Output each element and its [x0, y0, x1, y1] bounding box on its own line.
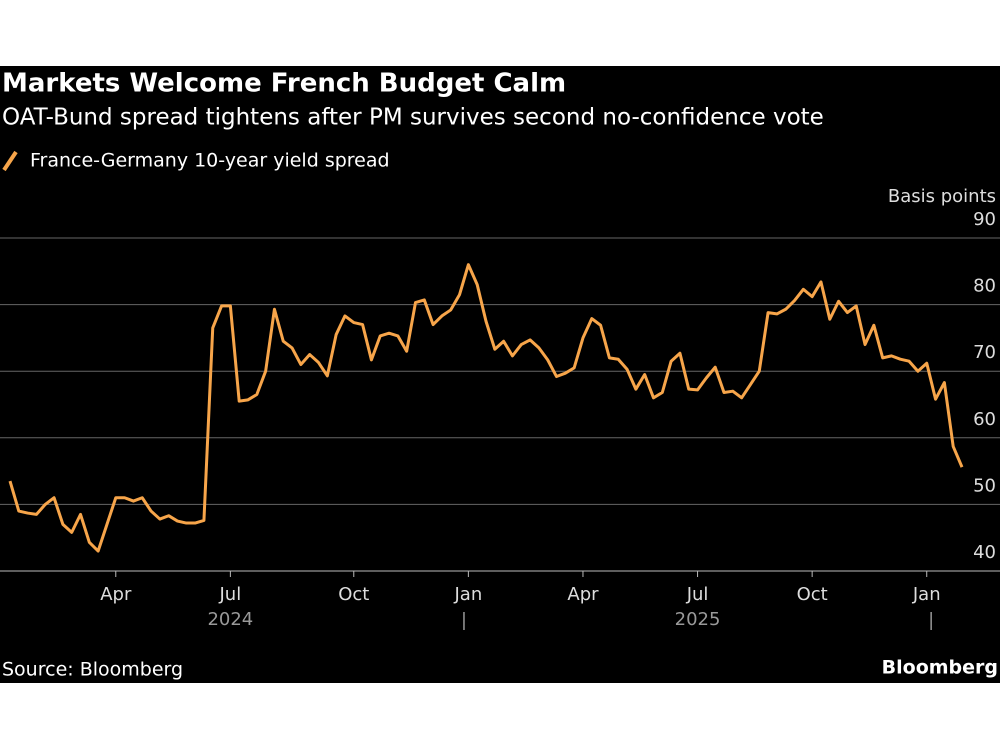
- data-line: [8, 263, 964, 553]
- y-tick-label: 60: [973, 409, 996, 430]
- x-tick-label: Oct: [797, 584, 828, 605]
- legend-label: France-Germany 10-year yield spread: [30, 150, 390, 172]
- chart-subtitle: OAT-Bund spread tightens after PM surviv…: [2, 105, 824, 131]
- x-tick-label: Jan: [453, 584, 482, 605]
- x-tick-label: Apr: [100, 584, 132, 605]
- legend-swatch: [2, 150, 18, 172]
- source: Source: Bloomberg: [2, 659, 183, 681]
- y-tick-label: 90: [973, 209, 996, 230]
- background: [0, 66, 1000, 683]
- chart-title: Markets Welcome French Budget Calm: [2, 69, 566, 99]
- brand: Bloomberg: [882, 657, 998, 679]
- y-tick-label: 40: [973, 542, 996, 563]
- y-tick-label: 80: [973, 276, 996, 297]
- x-tick-label: Apr: [567, 584, 599, 605]
- y-axis-label: Basis points: [888, 186, 996, 207]
- x-tick-label: Jul: [686, 584, 709, 605]
- x-tick-label: Jan: [912, 584, 941, 605]
- year-label: 2024: [207, 609, 253, 630]
- year-label: 2025: [675, 609, 721, 630]
- x-tick-label: Jul: [219, 584, 242, 605]
- x-tick-label: Oct: [338, 584, 369, 605]
- y-tick-label: 50: [973, 475, 996, 496]
- y-tick-label: 70: [973, 342, 996, 363]
